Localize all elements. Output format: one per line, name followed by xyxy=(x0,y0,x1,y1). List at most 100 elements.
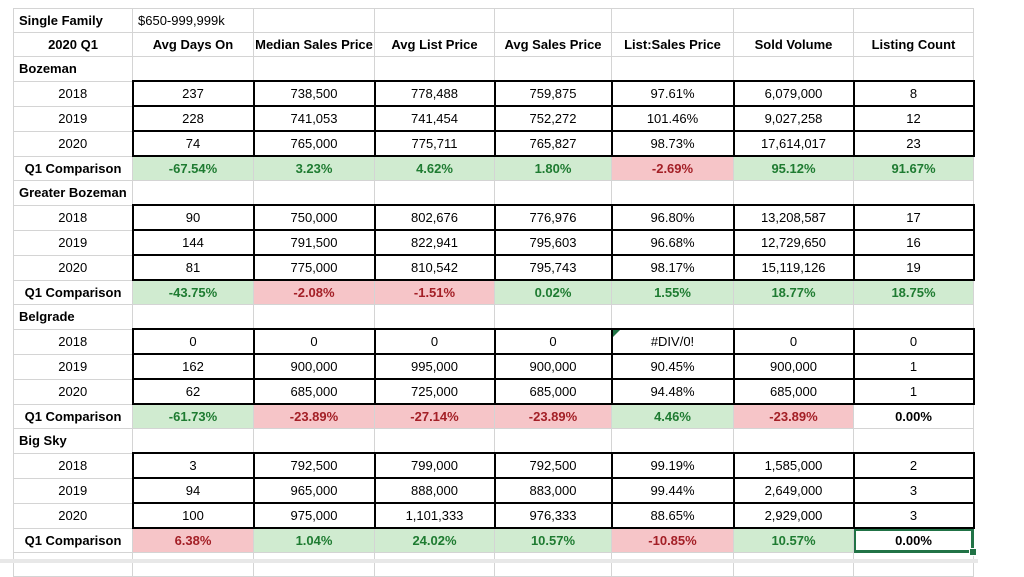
data-cell[interactable]: 23 xyxy=(852,130,975,157)
comparison-cell[interactable]: -23.89% xyxy=(253,403,375,429)
empty-cell[interactable] xyxy=(132,180,254,206)
data-cell[interactable]: 775,711 xyxy=(373,130,496,157)
year-label-cell[interactable]: 2019 xyxy=(13,229,133,256)
data-cell[interactable]: 900,000 xyxy=(493,353,613,380)
empty-cell[interactable] xyxy=(611,552,734,577)
data-cell[interactable]: 0 xyxy=(732,328,855,355)
data-cell[interactable]: 685,000 xyxy=(252,378,376,405)
data-cell[interactable]: 88.65% xyxy=(610,502,735,529)
empty-cell[interactable] xyxy=(494,304,612,330)
empty-cell[interactable] xyxy=(132,428,254,454)
data-cell[interactable]: 19 xyxy=(852,254,975,281)
comparison-cell[interactable]: 4.46% xyxy=(611,403,734,429)
price-range-cell[interactable]: $650-999,999k xyxy=(132,8,254,33)
data-cell[interactable]: 765,000 xyxy=(252,130,376,157)
data-cell[interactable]: 976,333 xyxy=(493,502,613,529)
data-cell[interactable]: 775,000 xyxy=(252,254,376,281)
data-cell[interactable]: 81 xyxy=(131,254,255,281)
data-cell[interactable]: 3 xyxy=(852,502,975,529)
data-cell[interactable]: 99.19% xyxy=(610,452,735,479)
data-cell[interactable]: 975,000 xyxy=(252,502,376,529)
comparison-cell[interactable]: 18.75% xyxy=(853,279,974,305)
data-cell[interactable]: 883,000 xyxy=(493,477,613,504)
empty-cell[interactable] xyxy=(494,180,612,206)
comparison-cell[interactable]: -10.85% xyxy=(611,527,734,553)
data-cell[interactable]: 900,000 xyxy=(252,353,376,380)
comparison-cell[interactable]: -2.08% xyxy=(253,279,375,305)
empty-cell[interactable] xyxy=(611,56,734,82)
column-header[interactable]: Sold Volume xyxy=(733,32,854,57)
comparison-cell[interactable]: 1.04% xyxy=(253,527,375,553)
year-label-cell[interactable]: 2018 xyxy=(13,452,133,479)
data-cell[interactable]: 101.46% xyxy=(610,105,735,132)
data-cell[interactable]: 3 xyxy=(131,452,255,479)
year-label-cell[interactable]: 2020 xyxy=(13,130,133,157)
empty-cell[interactable] xyxy=(853,180,974,206)
empty-cell[interactable] xyxy=(374,552,495,577)
year-label-cell[interactable]: 2020 xyxy=(13,502,133,529)
section-label[interactable]: Belgrade xyxy=(13,304,133,330)
column-header[interactable]: Avg Sales Price xyxy=(494,32,612,57)
data-cell[interactable]: 741,454 xyxy=(373,105,496,132)
data-cell[interactable]: 2,649,000 xyxy=(732,477,855,504)
data-cell[interactable]: 144 xyxy=(131,229,255,256)
column-header[interactable]: Median Sales Price xyxy=(253,32,375,57)
year-label-cell[interactable]: 2018 xyxy=(13,80,133,107)
empty-cell[interactable] xyxy=(132,56,254,82)
year-label-cell[interactable]: 2020 xyxy=(13,254,133,281)
data-cell[interactable]: 759,875 xyxy=(493,80,613,107)
empty-cell[interactable] xyxy=(733,56,854,82)
data-cell[interactable]: 0 xyxy=(373,328,496,355)
empty-cell[interactable] xyxy=(374,428,495,454)
empty-cell[interactable] xyxy=(853,552,974,577)
data-cell[interactable]: 9,027,258 xyxy=(732,105,855,132)
data-cell[interactable]: 799,000 xyxy=(373,452,496,479)
data-cell[interactable]: 900,000 xyxy=(732,353,855,380)
data-cell[interactable]: 888,000 xyxy=(373,477,496,504)
comparison-cell[interactable]: 1.80% xyxy=(494,155,612,181)
empty-cell[interactable] xyxy=(733,180,854,206)
empty-cell[interactable] xyxy=(253,304,375,330)
comparison-cell[interactable]: 1.55% xyxy=(611,279,734,305)
comparison-cell[interactable]: -67.54% xyxy=(132,155,254,181)
column-header[interactable]: List:Sales Price xyxy=(611,32,734,57)
comparison-cell[interactable]: 0.02% xyxy=(494,279,612,305)
data-cell[interactable]: 12 xyxy=(852,105,975,132)
data-cell[interactable]: 90 xyxy=(131,204,255,231)
comparison-cell[interactable]: 10.57% xyxy=(733,527,854,553)
empty-cell[interactable] xyxy=(13,552,133,577)
comparison-cell[interactable]: -23.89% xyxy=(733,403,854,429)
data-cell[interactable]: 62 xyxy=(131,378,255,405)
empty-cell[interactable] xyxy=(733,428,854,454)
data-cell[interactable]: 965,000 xyxy=(252,477,376,504)
data-cell[interactable]: 765,827 xyxy=(493,130,613,157)
empty-cell[interactable] xyxy=(253,428,375,454)
comparison-cell[interactable]: 0.00% xyxy=(853,403,974,429)
data-cell[interactable]: 6,079,000 xyxy=(732,80,855,107)
data-cell[interactable]: 2 xyxy=(852,452,975,479)
data-cell[interactable]: 750,000 xyxy=(252,204,376,231)
empty-cell[interactable] xyxy=(253,552,375,577)
data-cell[interactable]: 0 xyxy=(252,328,376,355)
comparison-label-cell[interactable]: Q1 Comparison xyxy=(13,403,133,429)
empty-cell[interactable] xyxy=(733,8,854,33)
data-cell[interactable]: 776,976 xyxy=(493,204,613,231)
data-cell[interactable]: 995,000 xyxy=(373,353,496,380)
year-label-cell[interactable]: 2019 xyxy=(13,353,133,380)
period-header-cell[interactable]: 2020 Q1 xyxy=(13,32,133,57)
year-label-cell[interactable]: 2019 xyxy=(13,477,133,504)
empty-cell[interactable] xyxy=(611,8,734,33)
comparison-cell[interactable]: 91.67% xyxy=(853,155,974,181)
comparison-cell[interactable]: -43.75% xyxy=(132,279,254,305)
comparison-cell[interactable]: 18.77% xyxy=(733,279,854,305)
empty-cell[interactable] xyxy=(853,56,974,82)
empty-cell[interactable] xyxy=(733,304,854,330)
data-cell[interactable]: 2,929,000 xyxy=(732,502,855,529)
data-cell[interactable]: 96.68% xyxy=(610,229,735,256)
data-cell[interactable]: 3 xyxy=(852,477,975,504)
year-label-cell[interactable]: 2019 xyxy=(13,105,133,132)
data-cell[interactable]: 13,208,587 xyxy=(732,204,855,231)
data-cell[interactable]: 685,000 xyxy=(493,378,613,405)
empty-cell[interactable] xyxy=(374,180,495,206)
comparison-cell[interactable]: 3.23% xyxy=(253,155,375,181)
